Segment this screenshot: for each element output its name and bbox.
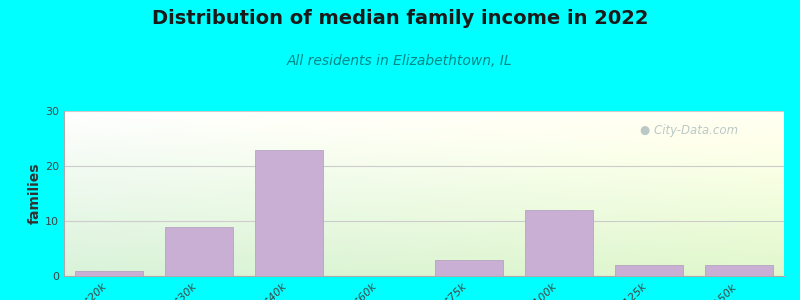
Bar	[435, 260, 502, 276]
Text: ● City-Data.com: ● City-Data.com	[640, 124, 738, 137]
Bar	[75, 271, 142, 276]
Bar	[706, 265, 773, 276]
Y-axis label: families: families	[28, 163, 42, 224]
Bar	[255, 149, 322, 276]
Bar	[166, 226, 233, 276]
Text: Distribution of median family income in 2022: Distribution of median family income in …	[152, 9, 648, 28]
Text: All residents in Elizabethtown, IL: All residents in Elizabethtown, IL	[287, 54, 513, 68]
Bar	[615, 265, 682, 276]
Bar	[526, 210, 593, 276]
